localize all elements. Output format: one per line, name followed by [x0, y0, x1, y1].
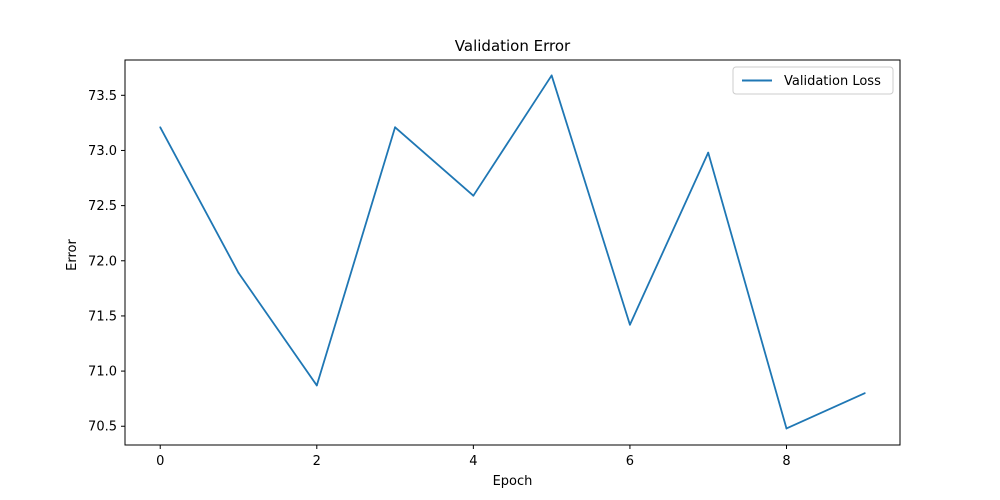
legend-label: Validation Loss [784, 74, 881, 89]
chart-title: Validation Error [455, 37, 571, 55]
series-line-validation-loss [159, 74, 866, 430]
plot-area [125, 60, 900, 445]
x-tick-label: 8 [782, 454, 790, 469]
data-point [629, 323, 631, 326]
data-point [785, 427, 788, 430]
data-point [237, 272, 240, 274]
y-tick-label: 71.0 [88, 365, 117, 380]
y-tick-label: 73.0 [88, 144, 117, 159]
data-point [707, 151, 710, 154]
y-tick-label: 73.5 [88, 89, 117, 104]
legend: Validation Loss [732, 66, 894, 95]
data-point [159, 126, 162, 129]
data-point [863, 392, 866, 395]
series-layer [159, 74, 866, 430]
y-tick-label: 72.0 [88, 254, 117, 269]
x-tick-label: 4 [469, 454, 477, 469]
x-axis-ticks: 0 2 4 6 8 [156, 445, 791, 469]
plot-frame [124, 59, 901, 446]
legend-box [732, 66, 894, 95]
y-tick-label: 70.5 [88, 420, 117, 435]
y-tick-label: 71.5 [88, 309, 117, 324]
data-point [315, 384, 318, 387]
data-point [472, 194, 475, 197]
data-point [394, 126, 396, 129]
data-point [550, 74, 553, 77]
x-tick-label: 0 [156, 454, 164, 469]
x-axis-label: Epoch [493, 474, 533, 489]
y-axis-ticks: 70.5 71.0 71.5 72.0 72.5 73.0 73.5 [88, 89, 125, 435]
x-tick-label: 6 [626, 454, 634, 469]
y-axis-label: Error [65, 239, 80, 271]
y-tick-label: 72.5 [88, 199, 117, 214]
x-tick-label: 2 [313, 454, 321, 469]
